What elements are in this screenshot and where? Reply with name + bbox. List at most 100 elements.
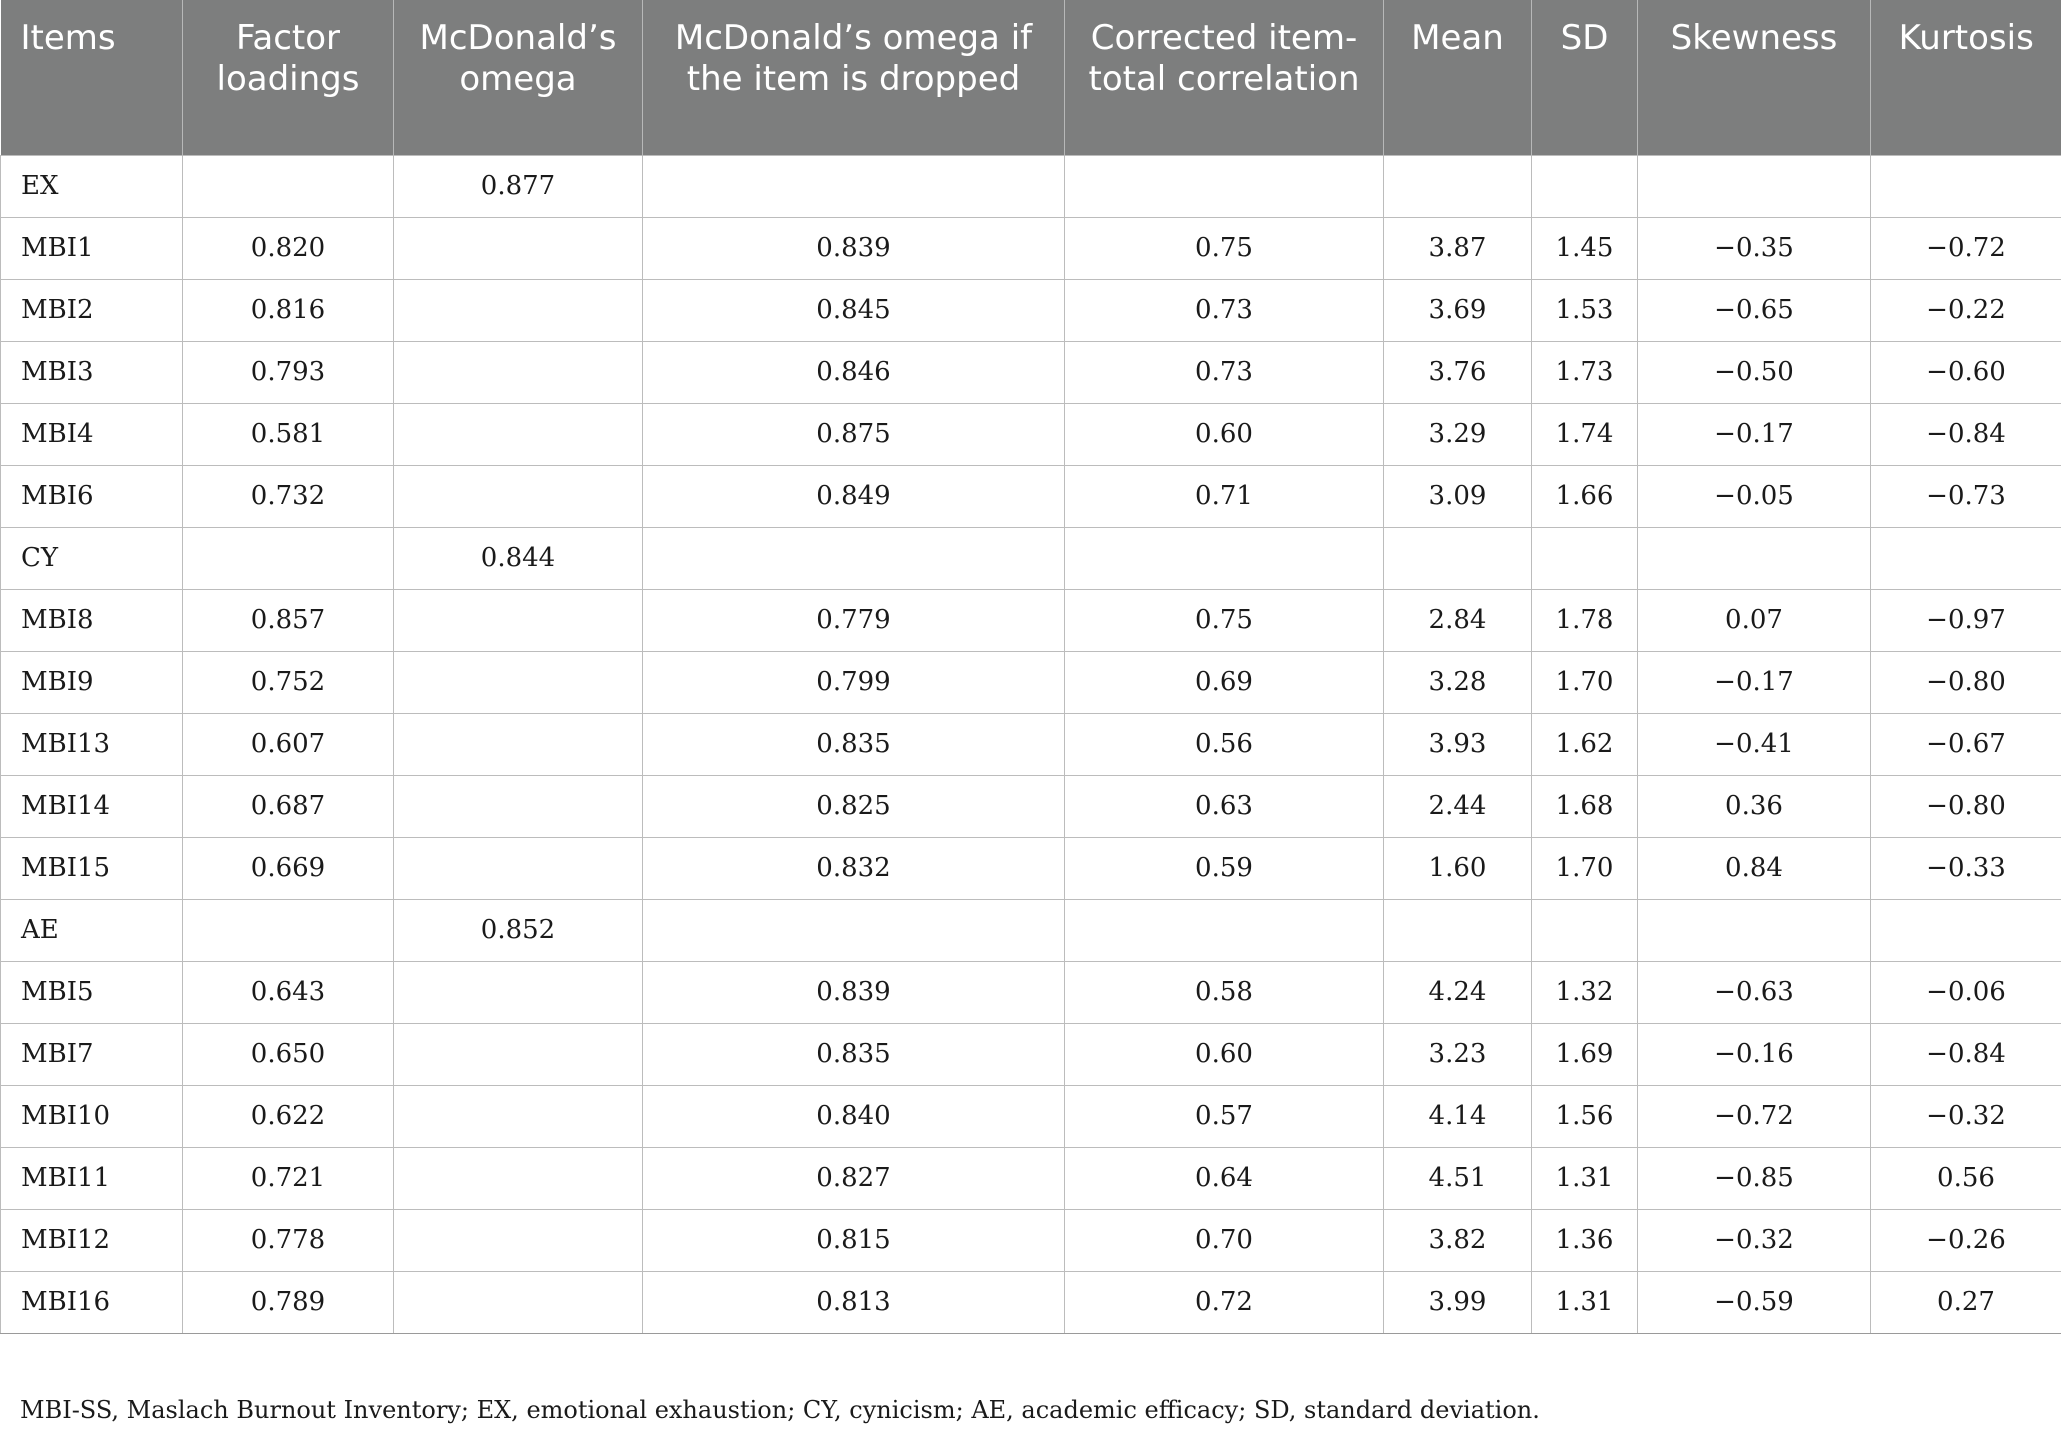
cell-item: EX <box>0 154 183 218</box>
header-sd: SD <box>1531 0 1638 155</box>
table-row: MBI2 0.816 0.845 0.73 3.69 1.53 −0.65 −0.22 <box>0 278 2061 342</box>
cell-item-total-correlation: 0.70 <box>1064 1208 1384 1272</box>
cell-omega <box>393 1146 643 1210</box>
cell-item-total-correlation: 0.75 <box>1064 588 1384 652</box>
cell-factor-loading <box>182 154 394 218</box>
cell-factor-loading: 0.607 <box>182 712 394 776</box>
cell-item-total-correlation: 0.73 <box>1064 340 1384 404</box>
cell-omega <box>393 464 643 528</box>
cell-factor-loading <box>182 898 394 962</box>
cell-item: MBI7 <box>0 1022 183 1086</box>
cell-omega-if-dropped: 0.827 <box>642 1146 1065 1210</box>
cell-omega <box>393 774 643 838</box>
cell-skewness: −0.41 <box>1637 712 1871 776</box>
table-row: MBI15 0.669 0.832 0.59 1.60 1.70 0.84 −0.33 <box>0 836 2061 900</box>
cell-item: CY <box>0 526 183 590</box>
table-row: MBI16 0.789 0.813 0.72 3.99 1.31 −0.59 0.27 <box>0 1270 2061 1334</box>
cell-omega-if-dropped: 0.845 <box>642 278 1065 342</box>
cell-factor-loading: 0.581 <box>182 402 394 466</box>
cell-skewness: −0.85 <box>1637 1146 1871 1210</box>
cell-factor-loading: 0.687 <box>182 774 394 838</box>
cell-mean: 3.28 <box>1383 650 1532 714</box>
cell-kurtosis: −0.73 <box>1870 464 2061 528</box>
cell-skewness <box>1637 526 1871 590</box>
cell-kurtosis <box>1870 154 2061 218</box>
cell-mean: 2.84 <box>1383 588 1532 652</box>
cell-skewness: −0.17 <box>1637 402 1871 466</box>
cell-factor-loading: 0.669 <box>182 836 394 900</box>
cell-item: MBI2 <box>0 278 183 342</box>
cell-kurtosis: −0.22 <box>1870 278 2061 342</box>
cell-item: MBI16 <box>0 1270 183 1334</box>
cell-factor-loading: 0.793 <box>182 340 394 404</box>
cell-factor-loading: 0.778 <box>182 1208 394 1272</box>
cell-omega <box>393 216 643 280</box>
cell-factor-loading: 0.643 <box>182 960 394 1024</box>
cell-kurtosis: −0.60 <box>1870 340 2061 404</box>
cell-kurtosis: −0.80 <box>1870 774 2061 838</box>
table-row: MBI5 0.643 0.839 0.58 4.24 1.32 −0.63 −0.06 <box>0 960 2061 1024</box>
cell-skewness: 0.84 <box>1637 836 1871 900</box>
cell-kurtosis: −0.67 <box>1870 712 2061 776</box>
cell-mean <box>1383 154 1532 218</box>
cell-factor-loading: 0.732 <box>182 464 394 528</box>
header-mean: Mean <box>1383 0 1532 155</box>
cell-factor-loading: 0.622 <box>182 1084 394 1148</box>
cell-mean: 3.87 <box>1383 216 1532 280</box>
cell-omega: 0.877 <box>393 154 643 218</box>
cell-kurtosis: 0.27 <box>1870 1270 2061 1334</box>
cell-sd: 1.53 <box>1531 278 1638 342</box>
cell-omega-if-dropped: 0.832 <box>642 836 1065 900</box>
cell-skewness: −0.32 <box>1637 1208 1871 1272</box>
cell-kurtosis: −0.72 <box>1870 216 2061 280</box>
cell-factor-loading <box>182 526 394 590</box>
cell-mean: 3.69 <box>1383 278 1532 342</box>
cell-omega-if-dropped: 0.839 <box>642 216 1065 280</box>
cell-sd: 1.32 <box>1531 960 1638 1024</box>
cell-kurtosis: −0.84 <box>1870 402 2061 466</box>
cell-item-total-correlation: 0.58 <box>1064 960 1384 1024</box>
statistics-table: Items Factor loadings McDonald’s omega M… <box>0 0 2061 1334</box>
cell-skewness: −0.59 <box>1637 1270 1871 1334</box>
cell-mean: 4.14 <box>1383 1084 1532 1148</box>
cell-item-total-correlation: 0.69 <box>1064 650 1384 714</box>
header-kurtosis: Kurtosis <box>1870 0 2061 155</box>
table-row: MBI8 0.857 0.779 0.75 2.84 1.78 0.07 −0.97 <box>0 588 2061 652</box>
cell-skewness: −0.05 <box>1637 464 1871 528</box>
cell-mean: 3.23 <box>1383 1022 1532 1086</box>
cell-factor-loading: 0.857 <box>182 588 394 652</box>
cell-omega <box>393 712 643 776</box>
cell-sd <box>1531 898 1638 962</box>
cell-sd: 1.78 <box>1531 588 1638 652</box>
cell-mean: 4.51 <box>1383 1146 1532 1210</box>
cell-mean: 3.76 <box>1383 340 1532 404</box>
table-group-row: AE 0.852 <box>0 898 2061 962</box>
table-row: MBI4 0.581 0.875 0.60 3.29 1.74 −0.17 −0.84 <box>0 402 2061 466</box>
cell-sd: 1.70 <box>1531 836 1638 900</box>
header-factor-loadings: Factor loadings <box>182 0 394 155</box>
cell-factor-loading: 0.721 <box>182 1146 394 1210</box>
cell-item: MBI1 <box>0 216 183 280</box>
cell-item: MBI3 <box>0 340 183 404</box>
cell-item: MBI4 <box>0 402 183 466</box>
cell-item: MBI5 <box>0 960 183 1024</box>
header-items: Items <box>0 0 183 155</box>
cell-sd: 1.45 <box>1531 216 1638 280</box>
cell-omega: 0.844 <box>393 526 643 590</box>
cell-factor-loading: 0.752 <box>182 650 394 714</box>
cell-omega-if-dropped: 0.813 <box>642 1270 1065 1334</box>
cell-item-total-correlation: 0.60 <box>1064 402 1384 466</box>
cell-item-total-correlation: 0.59 <box>1064 836 1384 900</box>
header-skewness: Skewness <box>1637 0 1871 155</box>
cell-omega <box>393 1084 643 1148</box>
cell-mean: 3.99 <box>1383 1270 1532 1334</box>
cell-omega-if-dropped: 0.839 <box>642 960 1065 1024</box>
cell-omega <box>393 1270 643 1334</box>
cell-sd: 1.56 <box>1531 1084 1638 1148</box>
cell-factor-loading: 0.820 <box>182 216 394 280</box>
cell-item: MBI6 <box>0 464 183 528</box>
cell-item-total-correlation: 0.73 <box>1064 278 1384 342</box>
cell-omega <box>393 1022 643 1086</box>
cell-sd: 1.62 <box>1531 712 1638 776</box>
